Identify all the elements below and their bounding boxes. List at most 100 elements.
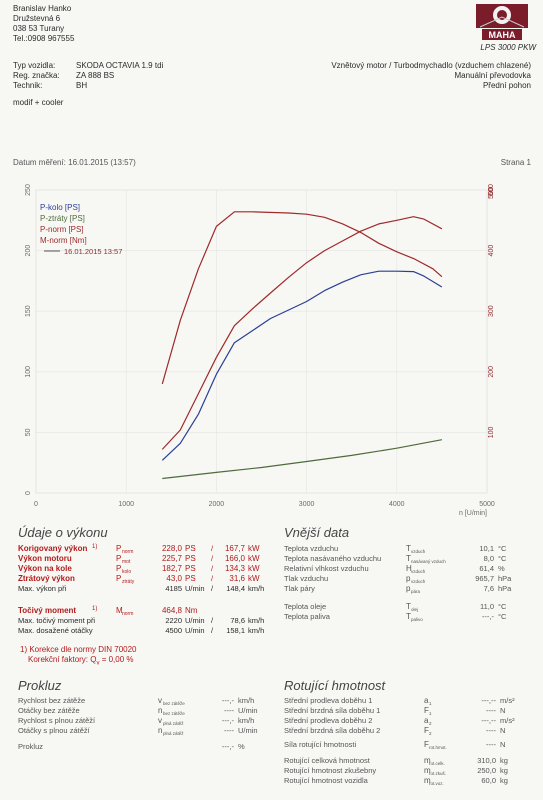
owner-phone: Tel.:0908 967555 — [13, 34, 75, 43]
y-left-tick-label: 100 — [25, 366, 32, 378]
external-row-unit: % — [498, 564, 505, 573]
page-number: Strana 1 — [500, 158, 531, 167]
quantity-symbol: n — [158, 726, 163, 735]
unit-secondary: kW — [248, 554, 260, 563]
rotating-mass-row-value: 250,0 — [477, 766, 496, 775]
rotating-mass-row-label: Střední brzdná síla doběhu 1 — [284, 706, 381, 715]
x-tick-label: 5000 — [479, 501, 495, 508]
owner-city: 038 53 Turany — [13, 24, 65, 33]
maha-logo: MAHA — [472, 3, 532, 41]
unit-primary: PS — [185, 554, 196, 563]
external-row-value: 7,6 — [483, 584, 494, 593]
quantity-subscript: bez zátěže — [163, 711, 185, 716]
performance-label: Výkon na kole — [18, 564, 72, 573]
rotating-mass-row: Střední brzdná síla doběhu 2 F 2 ---- N — [284, 726, 534, 736]
quantity-subscript: rot.voz. — [429, 781, 444, 786]
external-row-unit: °C — [498, 602, 507, 611]
quantity-subscript: 2 — [429, 721, 432, 726]
correction-factor: Korekční faktory: Qv = 0,00 % — [28, 655, 134, 669]
quantity-subscript: plná zátěž — [163, 721, 184, 726]
value-primary: 182,7 — [161, 564, 182, 573]
vehicle-engine-block: Vznětový motor / Turbodmychadlo (vzduche… — [230, 61, 531, 91]
quantity-symbol: v — [158, 696, 162, 705]
power-chart: 0 50 100 150 200 250 100 200 300 400 500 500 0 1000 20… — [0, 170, 543, 520]
vehicle-tech-value: BH — [76, 81, 88, 90]
y-left-tick-label: 50 — [25, 428, 32, 436]
performance-label: Max. dosažené otáčky — [18, 626, 93, 635]
slip-row: Prokluz ---,-% — [18, 742, 273, 752]
external-row-unit: hPa — [498, 584, 512, 593]
legend-item: M-norm [Nm] — [40, 236, 87, 245]
value-separator: / — [211, 574, 214, 583]
quantity-subscript: vzduch — [411, 569, 426, 574]
footnote-ref: 1) — [92, 606, 98, 612]
value-separator: / — [211, 554, 214, 563]
quantity-subscript: nasávaný vzduch — [411, 559, 446, 564]
x-axis-unit: n [U/min] — [459, 510, 487, 517]
unit-primary: PS — [185, 574, 196, 583]
external-row-label: Tlak vzduchu — [284, 574, 329, 583]
quantity-symbol: M — [116, 606, 123, 615]
series-line-3 — [161, 211, 443, 385]
value-secondary: 78,6 — [230, 616, 245, 625]
performance-label: Max. točivý moment při — [18, 616, 96, 625]
unit-secondary: kW — [248, 544, 260, 553]
quantity-subscript: palivo — [411, 617, 423, 622]
rotating-mass-row-value: 60,0 — [481, 776, 496, 785]
legend-item: P-norm [PS] — [40, 225, 84, 234]
quantity-subscript: pára — [411, 589, 421, 594]
rotating-mass-row: Střední brzdná síla doběhu 1 F 1 ---- N — [284, 706, 534, 716]
slip-row-unit: km/h — [238, 696, 255, 705]
quantity-subscript: 2 — [429, 731, 432, 736]
external-row-unit: hPa — [498, 574, 512, 583]
value-secondary: 148,4 — [226, 584, 245, 593]
value-primary: 43,0 — [166, 574, 182, 583]
footnote-ref: 1) — [92, 544, 98, 550]
external-row-label: Teplota nasávaného vzduchu — [284, 554, 382, 563]
rotating-mass-row: Rotující hmotnost vozidla m rot.voz. 60,0 kg — [284, 776, 534, 786]
external-row-label: Relativní vlhkost vzduchu — [284, 564, 369, 573]
rotating-mass-row-label: Rotující hmotnost vozidla — [284, 776, 368, 785]
unit-primary: U/min — [185, 626, 205, 635]
x-tick-label: 2000 — [209, 501, 225, 508]
performance-label: Max. výkon při — [18, 584, 67, 593]
vehicle-type-value: SKODA OCTAVIA 1.9 tdi — [76, 61, 164, 70]
legend-item: P-ztráty [PS] — [40, 214, 85, 223]
rotating-mass-row-label: Rotující celková hmotnost — [284, 756, 370, 765]
quantity-subscript: ztráty — [122, 579, 135, 585]
quantity-symbol: T — [406, 544, 411, 553]
y-left-tick-label: 200 — [25, 245, 32, 257]
performance-row: Max. výkon při 4185 U/min / 148,4 km/h — [18, 584, 273, 594]
external-row-unit: °C — [498, 554, 507, 563]
quantity-symbol: T — [406, 602, 411, 611]
unit-primary: PS — [185, 564, 196, 573]
rotating-mass-row: Střední prodleva doběhu 1 a 1 ---,-- m/s² — [284, 696, 534, 706]
slip-row-unit: km/h — [238, 716, 255, 725]
slip-row-label: Rychlost s plnou zátěží — [18, 716, 96, 725]
quantity-symbol: T — [406, 554, 411, 563]
slip-row-value: ---- — [224, 706, 234, 715]
y-right-tick-label-top: 500 — [488, 187, 495, 199]
value-secondary: 166,0 — [224, 554, 245, 563]
measurement-date: Datum měření: 16.01.2015 (13:57) — [13, 158, 136, 167]
legend-item: P-kolo [PS] — [40, 203, 80, 212]
value-primary: 228,0 — [161, 544, 182, 553]
quantity-subscript: 1 — [429, 711, 432, 716]
y-right-tick-label: 200 — [488, 366, 495, 378]
external-row: Tlak páry p pára 7,6 hPa — [284, 584, 534, 594]
rotating-mass-row: Rotující hmotnost zkušebny m rot.zkuš. 250,… — [284, 766, 534, 776]
y-left-tick-label: 250 — [25, 184, 32, 196]
value-separator: / — [211, 564, 214, 573]
y-right-tick-label: 400 — [488, 245, 495, 257]
quantity-symbol: F — [424, 726, 429, 735]
owner-name: Branislav Hanko — [13, 4, 72, 13]
